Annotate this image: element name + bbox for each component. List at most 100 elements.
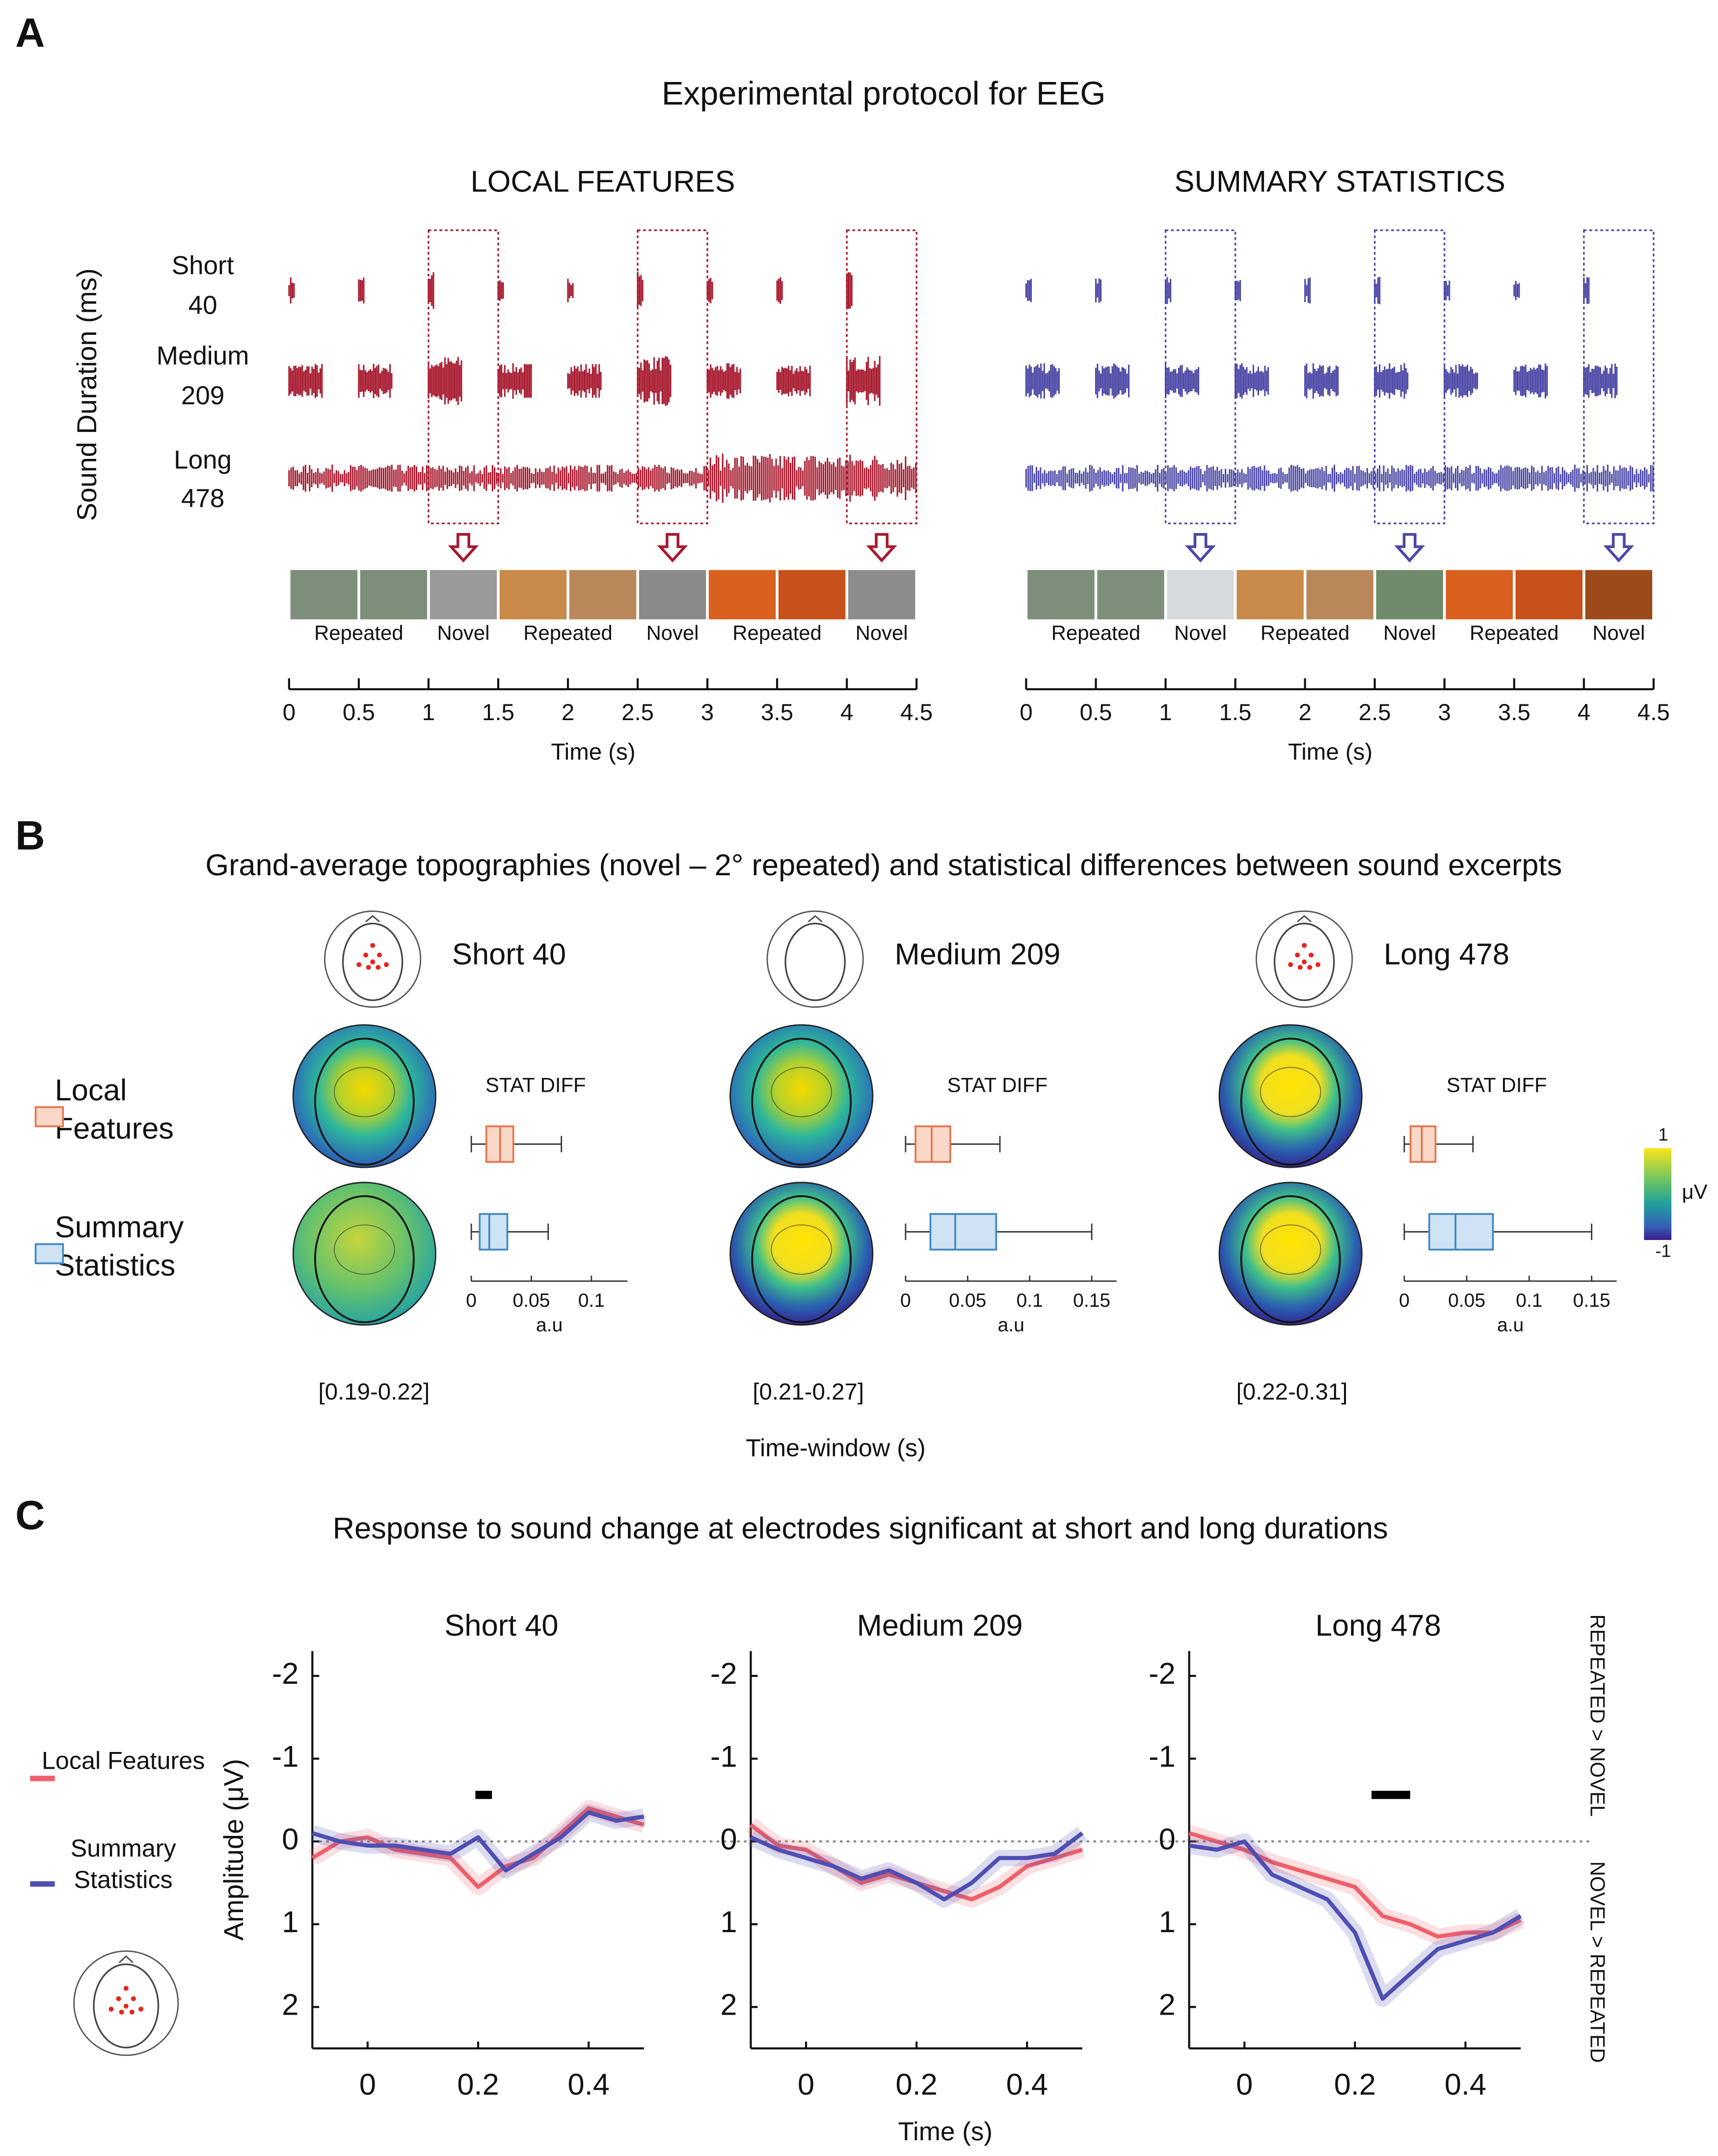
electrode	[370, 959, 376, 965]
waveform	[288, 454, 917, 503]
x-tick-label: 0	[466, 1290, 477, 1311]
waveform	[1095, 278, 1102, 303]
head-shape	[342, 922, 403, 1001]
stimulus-label: Repeated	[732, 621, 822, 644]
x-tick-label: 4	[1578, 700, 1590, 726]
head-icon	[766, 910, 864, 1008]
x-tick-label: 0	[1399, 1290, 1410, 1311]
head-outline	[766, 910, 864, 1008]
waveform	[1304, 363, 1339, 399]
x-tick-label: 0.4	[568, 2068, 610, 2102]
electrode	[1302, 959, 1307, 965]
panel-letter: B	[15, 812, 45, 858]
topo-map	[292, 1182, 436, 1326]
topography	[292, 1024, 436, 1168]
electrode	[356, 962, 362, 968]
box-label: STAT DIFF	[947, 1074, 1048, 1097]
legend-text-box: Local Features	[55, 1073, 174, 1145]
line	[311, 1806, 645, 1889]
waveform	[1025, 279, 1032, 302]
stimulus-label: Repeated	[1261, 621, 1350, 644]
topography	[729, 1024, 874, 1168]
direction-label: REPEATED > NOVEL	[1586, 1614, 1610, 1816]
stimulus-image	[569, 570, 637, 620]
head-shape	[1273, 922, 1335, 1001]
x-tick-label: 3.5	[761, 700, 793, 726]
x-tick-label: 2.5	[621, 700, 654, 726]
head-outline	[1256, 910, 1353, 1008]
electrode	[366, 965, 371, 970]
direction-label: NOVEL > REPEATED	[1586, 1861, 1610, 2063]
waveform	[1235, 280, 1241, 301]
waveform	[1513, 281, 1520, 300]
electrode	[384, 962, 389, 968]
waveform	[1095, 363, 1130, 399]
topo-contour	[771, 1067, 832, 1117]
x-tick-label: 3	[701, 700, 714, 726]
time-window-label: Time-window (s)	[746, 1434, 925, 1461]
box	[914, 1125, 951, 1163]
stimulus-image	[1446, 570, 1513, 620]
panel-letter: C	[15, 1492, 45, 1538]
line	[1189, 1839, 1522, 2001]
box-label: STAT DIFF	[1447, 1074, 1547, 1097]
stimulus-image	[1376, 570, 1443, 620]
line	[750, 1832, 1084, 1902]
stimulus-label: Novel	[646, 621, 699, 644]
topo-map	[729, 1024, 874, 1168]
waveform	[776, 277, 783, 304]
topo-contour	[1260, 1224, 1321, 1275]
topo-head	[314, 1195, 415, 1323]
box-label: STAT DIFF	[485, 1074, 586, 1097]
stimulus-label: Repeated	[1470, 621, 1559, 644]
waveform	[1025, 363, 1060, 399]
stimulus-label: Repeated	[1051, 621, 1141, 644]
column-title: Short 40	[452, 938, 566, 971]
y-tick-label: -2	[272, 1657, 299, 1691]
arrow	[1603, 533, 1635, 563]
y-tick-label: 2	[720, 1988, 737, 2022]
y-tick-label: -1	[1149, 1740, 1176, 1774]
arrow	[1185, 533, 1216, 563]
x-tick-label: 0.05	[949, 1290, 986, 1311]
stimulus-image	[1306, 570, 1373, 620]
colorbar-tick: 1	[1658, 1125, 1668, 1145]
nose	[1297, 915, 1312, 922]
arrow	[866, 533, 897, 563]
waveform	[1304, 277, 1311, 304]
waveform	[497, 280, 504, 301]
x-tick-label: 4	[840, 700, 853, 726]
waveform	[1165, 364, 1200, 398]
subplot-title: Short 40	[444, 1609, 558, 1643]
box	[929, 1213, 997, 1251]
topo-head	[314, 1037, 415, 1166]
x-tick-label: 0	[283, 700, 295, 726]
head-shape	[784, 922, 846, 1001]
stimulus-image	[639, 570, 706, 620]
x-tick-label: 2.5	[1359, 700, 1391, 726]
y-tick-label: 1	[720, 1905, 737, 1939]
waveform	[567, 364, 602, 398]
x-axis-label: a.u	[1497, 1315, 1524, 1336]
topo-head	[751, 1037, 852, 1166]
legend-label: Summary Statistics	[70, 1834, 176, 1893]
x-axis-label: Time (s)	[551, 739, 635, 765]
electrode	[1302, 943, 1307, 948]
waveform	[428, 357, 462, 405]
arrow	[448, 533, 479, 563]
stimulus-image	[1097, 570, 1164, 620]
stimulus-image	[1515, 570, 1583, 620]
x-tick-label: 1.5	[482, 700, 514, 726]
panel-title: Response to sound change at electrodes s…	[333, 1511, 1388, 1545]
electrode	[129, 2009, 134, 2015]
waveform	[637, 356, 671, 406]
x-tick-label: 0.05	[512, 1290, 550, 1311]
stimulus-image	[848, 570, 915, 620]
waveform	[706, 363, 741, 399]
legend-text-box: Summary Statistics	[70, 1834, 176, 1893]
x-tick-label: 0.5	[1080, 700, 1112, 726]
legend-text-box: Local Features	[42, 1747, 205, 1775]
novel-window	[846, 229, 917, 524]
legend-label: Summary Statistics	[54, 1210, 184, 1282]
x-tick-label: 0.1	[1516, 1290, 1542, 1311]
